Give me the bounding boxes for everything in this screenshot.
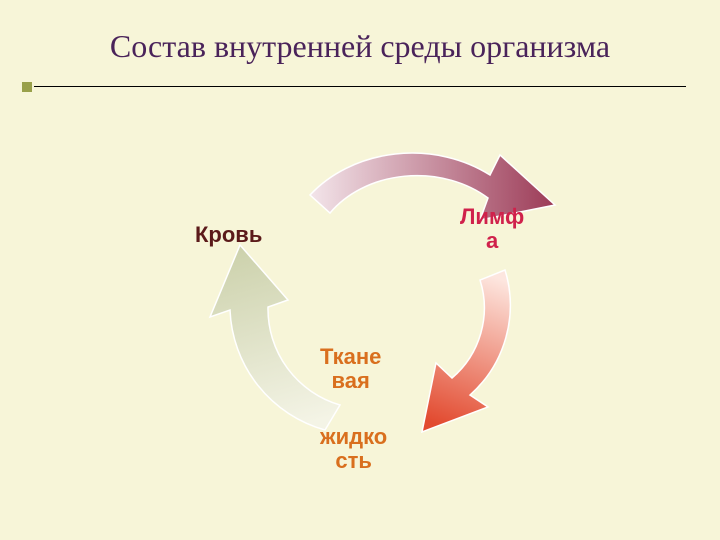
label-tissue-1: Ткане вая	[320, 345, 381, 393]
label-tissue-2: жидко сть	[320, 425, 387, 473]
cycle-diagram: Кровь Лимф а Ткане вая жидко сть	[160, 95, 560, 515]
title-bullet	[22, 82, 32, 92]
slide: Состав внутренней среды организма	[0, 0, 720, 540]
label-blood: Кровь	[195, 223, 262, 247]
arrow-right	[422, 270, 510, 432]
arrow-left	[210, 245, 340, 430]
page-title: Состав внутренней среды организма	[0, 28, 720, 65]
title-rule	[34, 86, 686, 87]
label-lymph: Лимф а	[460, 205, 524, 253]
